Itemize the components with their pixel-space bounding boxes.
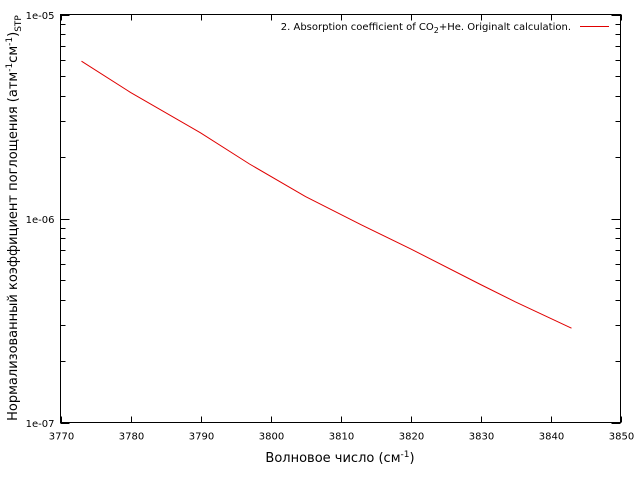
x-tick-label: 3780	[119, 432, 144, 443]
y-tick-label: 1e-07	[26, 419, 55, 430]
x-axis-ticks: 3770 3780 3790 3800 3810 3820 3830 3840 3850	[49, 14, 634, 443]
x-tick-label: 3830	[469, 432, 494, 443]
legend-label: 2. Absorption coefficient of CO2+He. Ori…	[281, 22, 571, 35]
x-tick-label: 3810	[329, 432, 354, 443]
x-tick-label: 3850	[609, 432, 634, 443]
y-axis-label: Нормализованный коэффициент поглощения (…	[5, 15, 24, 421]
series-layer	[81, 60, 572, 329]
x-tick-label: 3840	[539, 432, 564, 443]
x-tick-label: 3770	[49, 432, 74, 443]
x-tick-label: 3820	[399, 432, 424, 443]
y-tick-label: 1e-06	[26, 215, 55, 226]
y-axis-ticks: 1e-07 1e-06 1e-05	[26, 11, 621, 430]
series-line	[81, 60, 572, 329]
x-tick-label: 3800	[259, 432, 284, 443]
x-axis-label: Волновое число (см-1)	[265, 450, 414, 466]
legend: 2. Absorption coefficient of CO2+He. Ori…	[281, 22, 609, 35]
y-tick-label: 1e-05	[26, 11, 55, 22]
x-tick-label: 3790	[189, 432, 214, 443]
plot-frame	[60, 14, 621, 423]
